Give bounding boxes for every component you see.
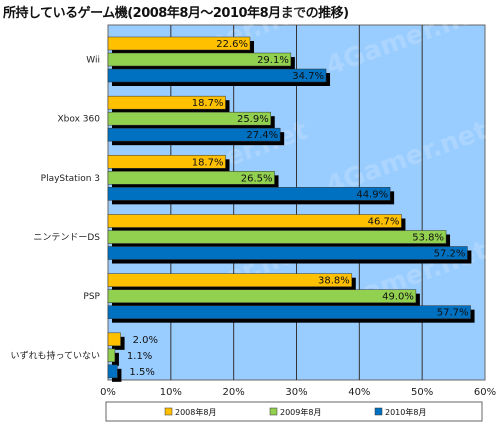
data-label: 44.9% [356,189,388,200]
legend-box [105,401,483,422]
data-label: 34.7% [292,71,324,82]
category-label: ニンテンドーDS [33,232,100,243]
data-label: 49.0% [382,292,414,303]
data-label: 1.5% [129,367,154,378]
legend: 2008年8月 2009年8月 2010年8月 [164,407,426,417]
legend-label: 2010年8月 [385,407,426,417]
data-label: 46.7% [368,217,400,228]
bar [107,187,391,201]
bar [107,332,121,347]
category-label: PlayStation 3 [41,174,100,184]
data-label: 2.0% [133,335,158,346]
chart-title: 所持しているゲーム機(2008年8月～2010年8月までの推移) [3,6,349,21]
data-label: 53.8% [412,233,444,244]
x-tick-label: 60% [474,387,496,398]
bar [107,127,281,142]
data-label: 18.7% [192,98,224,109]
bar [107,111,271,126]
data-label: 26.5% [241,173,273,184]
bar [107,348,116,363]
x-tick-label: 40% [348,387,370,398]
data-label: 25.9% [237,114,269,125]
x-tick-label: 50% [411,387,433,398]
category-label: PSP [83,292,100,302]
x-tick-label: 30% [285,387,307,398]
bar [107,364,118,379]
bar [107,289,417,303]
x-tick-label: 20% [223,387,245,398]
bar [107,68,327,83]
bar [107,52,292,67]
data-label: 29.1% [257,55,289,66]
data-label: 57.2% [434,249,466,260]
bar-shadow [112,352,119,366]
x-tick-label: 0% [100,387,116,398]
bar [107,305,471,319]
legend-label: 2008年8月 [175,407,216,417]
category-labels: Wii Xbox 360 PlayStation 3 ニンテンドーDS PSP いずれも持… [10,56,100,362]
x-tick-label: 10% [160,387,182,398]
bars-layer: 22.6% 29.1%34.7% 18.7% 25.9% 27.4% 18.7% 26.5%… [107,36,475,382]
bar [107,171,275,185]
bar [107,95,226,110]
bar [107,36,251,51]
bar [107,214,402,228]
bar [107,155,226,169]
legend-label: 2009年8月 [280,407,321,417]
data-label: 57.7% [437,308,469,319]
bar [107,273,353,287]
data-label: 1.1% [127,351,152,362]
data-label: 22.6% [216,39,248,50]
bar [107,230,447,244]
legend-swatch [164,407,173,416]
x-tick-labels: 0% 10% 20% 30% 40% 50% 60% [100,387,496,398]
bar [107,246,468,260]
category-label: いずれも持っていない [10,349,100,361]
data-label: 27.4% [246,130,278,141]
data-label: 18.7% [192,157,224,168]
data-label: 38.8% [318,276,350,287]
legend-swatch [374,407,383,416]
category-label: Wii [86,56,100,66]
category-label: Xbox 360 [58,115,101,125]
legend-swatch [269,407,278,416]
